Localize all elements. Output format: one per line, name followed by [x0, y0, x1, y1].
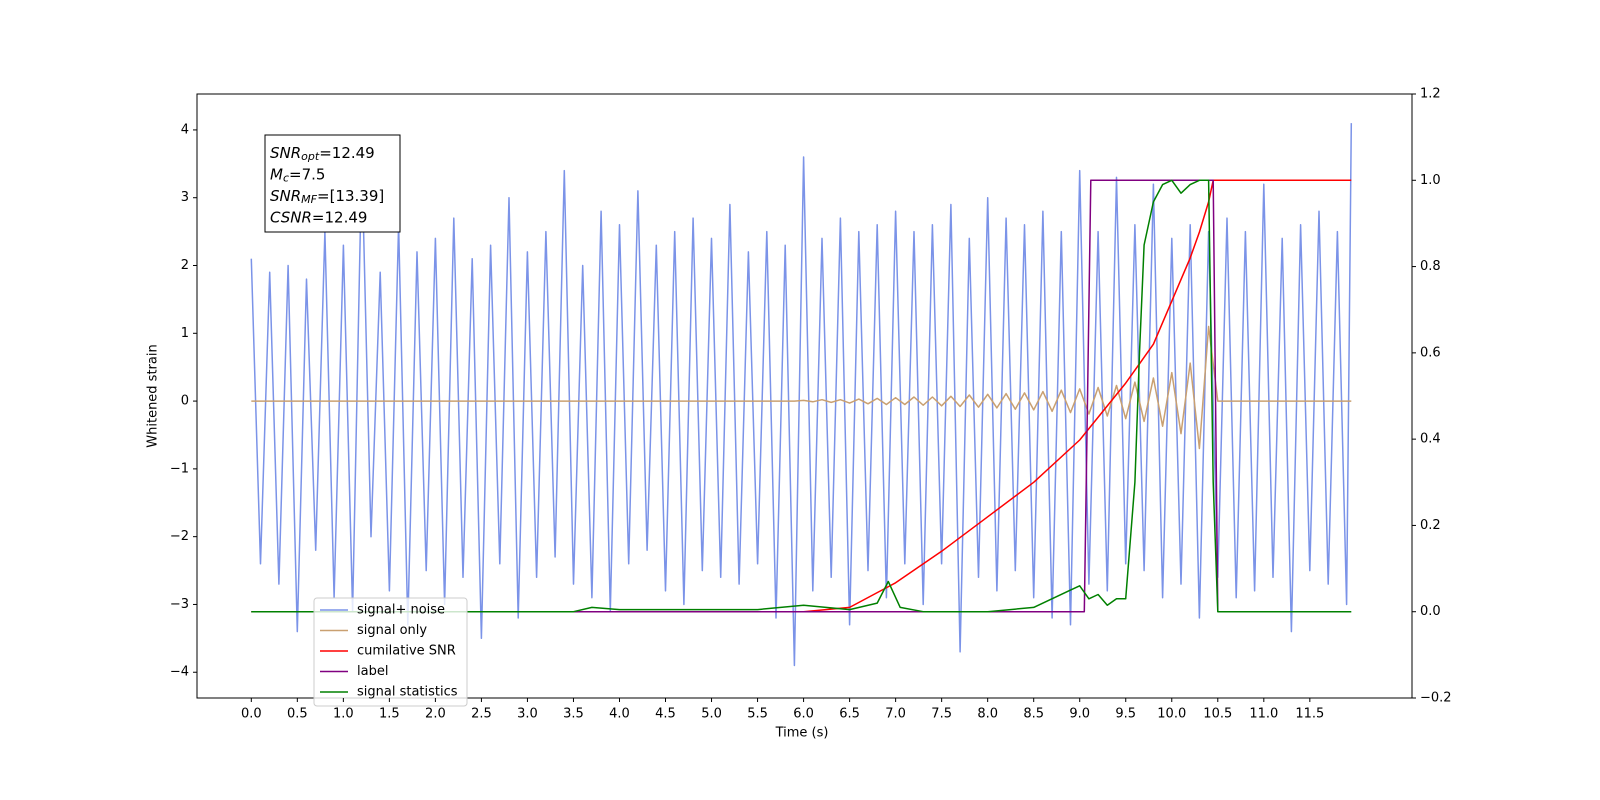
legend-label: signal+ noise [357, 603, 445, 618]
x-tick-label: 0.0 [241, 707, 262, 722]
annotation-symbol: SNR [270, 144, 301, 162]
annotation-symbol: M [270, 165, 283, 183]
annotation-box: SNRopt=12.49Mc=7.5SNRMF=[13.39]CSNR=12.4… [264, 134, 401, 233]
y2-tick-label: −0.2 [1420, 691, 1452, 706]
legend-label: signal statistics [357, 685, 458, 700]
x-axis-label: Time (s) [775, 726, 829, 741]
y-tick-label: 4 [181, 122, 189, 137]
y2-tick-label: 0.2 [1420, 518, 1441, 533]
y-tick-label: −2 [170, 529, 189, 544]
x-tick-label: 10.0 [1157, 707, 1186, 722]
y-tick-label: −1 [170, 461, 189, 476]
axes-frame [196, 93, 1413, 699]
x-tick-label: 9.0 [1069, 707, 1090, 722]
x-tick-label: 1.0 [333, 707, 354, 722]
y2-tick-label: 0.8 [1420, 259, 1441, 274]
legend: signal+ noise signal only cumilative SNR la… [313, 597, 468, 707]
y-tick-label: 3 [181, 190, 189, 205]
x-tick-label: 10.5 [1203, 707, 1232, 722]
x-tick-label: 0.5 [287, 707, 308, 722]
annotation-symbol: CSNR [270, 208, 312, 226]
y-tick-label: 0 [181, 394, 189, 409]
x-tick-label: 7.0 [885, 707, 906, 722]
x-tick-label: 8.0 [977, 707, 998, 722]
annotation-line: CSNR=12.49 [270, 208, 367, 226]
annotation-value: =12.49 [312, 208, 368, 226]
annotation-frame [264, 134, 401, 233]
x-tick-label: 5.5 [747, 707, 768, 722]
x-tick-label: 3.0 [517, 707, 538, 722]
y2-tick-label: 0.4 [1420, 432, 1441, 447]
annotation-value: =[13.39] [317, 187, 384, 205]
annotation-value: =12.49 [319, 144, 375, 162]
x-tick-label: 6.0 [793, 707, 814, 722]
series-line [250, 123, 1353, 667]
series-line [251, 325, 1352, 450]
x-tick-label: 4.5 [655, 707, 676, 722]
series-line [251, 179, 1352, 613]
x-tick-label: 8.5 [1023, 707, 1044, 722]
annotation-subscript: opt [301, 150, 320, 163]
x-tick-label: 2.5 [471, 707, 492, 722]
x-tick-label: 5.0 [701, 707, 722, 722]
y2-tick-label: 0.0 [1420, 604, 1441, 619]
y2-tick-label: 1.0 [1420, 173, 1441, 188]
annotation-symbol: SNR [270, 187, 301, 205]
x-tick-label: 11.0 [1249, 707, 1278, 722]
y2-tick-label: 0.6 [1420, 345, 1441, 360]
x-tick-label: 4.0 [609, 707, 630, 722]
x-tick-label: 7.5 [931, 707, 952, 722]
annotation-line: Mc=7.5 [270, 165, 325, 185]
legend-frame [313, 597, 468, 707]
annotation-subscript: MF [301, 193, 317, 206]
y2-tick-label: 1.2 [1420, 87, 1441, 102]
legend-label: signal only [357, 623, 427, 638]
x-tick-label: 3.5 [563, 707, 584, 722]
annotation-value: =7.5 [289, 165, 325, 183]
x-tick-label: 1.5 [379, 707, 400, 722]
series-line [251, 179, 1219, 613]
x-tick-label: 2.0 [425, 707, 446, 722]
series-line [251, 179, 1352, 613]
annotation-subscript: c [283, 172, 289, 185]
legend-label: cumilative SNR [357, 644, 456, 659]
plot-area [250, 123, 1353, 667]
y-tick-label: −3 [170, 597, 189, 612]
y-tick-label: −4 [170, 665, 189, 680]
x-tick-label: 6.5 [839, 707, 860, 722]
y-axis-label: Whitened strain [146, 344, 161, 447]
y-tick-label: 2 [181, 258, 189, 273]
x-tick-label: 11.5 [1295, 707, 1324, 722]
annotation-line: SNRopt=12.49 [270, 144, 375, 164]
x-tick-label: 9.5 [1115, 707, 1136, 722]
annotation-line: SNRMF=[13.39] [270, 187, 384, 207]
legend-label: label [357, 664, 388, 679]
y-tick-label: 1 [181, 326, 189, 341]
